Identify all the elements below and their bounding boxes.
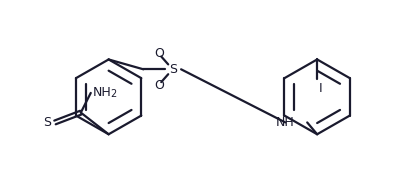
Text: S: S — [43, 116, 51, 129]
Text: I: I — [318, 82, 322, 95]
Text: O: O — [154, 47, 164, 60]
Text: S: S — [169, 63, 177, 76]
Text: O: O — [154, 78, 164, 92]
Text: NH: NH — [276, 116, 295, 129]
Text: NH: NH — [93, 86, 112, 99]
Text: 2: 2 — [110, 89, 117, 99]
